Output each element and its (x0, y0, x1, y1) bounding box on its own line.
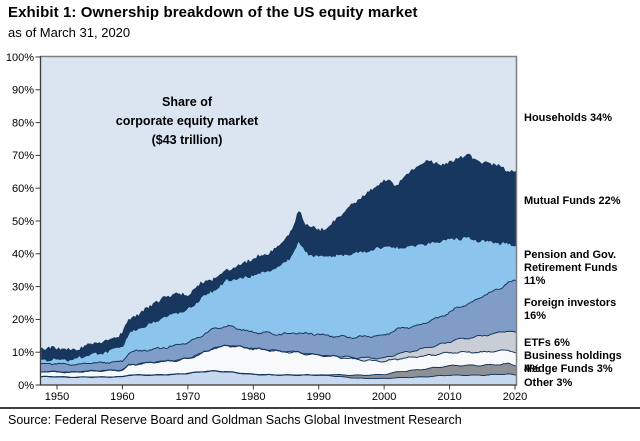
y-tick-label: 100% (6, 52, 34, 64)
x-tick-label: 1980 (241, 391, 265, 403)
stacked-area-bands (40, 153, 517, 385)
x-tick-label: 1960 (110, 391, 134, 403)
y-tick-label: 50% (12, 216, 34, 228)
chart-annotation: Share of corporate equity market ($43 tr… (115, 95, 259, 147)
x-tick-label: 2000 (372, 391, 396, 403)
y-tick-label: 20% (12, 314, 34, 326)
source-text: Source: Federal Reserve Board and Goldma… (8, 413, 462, 427)
y-tick-label: 70% (12, 150, 34, 162)
x-tick-label: 1950 (45, 391, 69, 403)
x-tick-label: 1970 (176, 391, 200, 403)
series-label-mutual-funds: Mutual Funds 22% (524, 195, 621, 207)
x-tick-label: 1990 (306, 391, 330, 403)
x-axis: 1950 1960 1970 1980 1990 2000 2010 2020 (45, 385, 527, 403)
exhibit-title: Exhibit 1: Ownership breakdown of the US… (8, 4, 418, 21)
y-axis: 0% 10% 20% 30% 40% 50% 60% 70% 80% 90% 100% (6, 52, 41, 392)
series-label-households: Households 34% (524, 112, 613, 124)
y-tick-label: 10% (12, 347, 34, 359)
y-tick-label: 40% (12, 249, 34, 261)
source-divider (0, 407, 640, 409)
y-tick-label: 0% (18, 380, 34, 392)
y-tick-label: 60% (12, 183, 34, 195)
y-tick-label: 30% (12, 281, 34, 293)
series-label-etfs: ETFs 6% (524, 337, 570, 349)
x-tick-label: 2010 (437, 391, 461, 403)
y-tick-label: 90% (12, 85, 34, 97)
series-label-hedge-funds: Hedge Funds 3% (524, 363, 613, 375)
y-tick-label: 80% (12, 117, 34, 129)
series-label-foreign-investors: Foreign investors 16% (524, 297, 617, 322)
series-label-business-holdings: Business holdings 4% (524, 350, 622, 375)
band-mutual-funds (40, 153, 517, 362)
series-label-pension-retirement-funds: Pension and Gov. Retirement Funds 11% (524, 249, 618, 287)
x-tick-label: 2020 (503, 391, 527, 403)
series-label-other: Other 3% (524, 377, 573, 389)
exhibit-subtitle: as of March 31, 2020 (8, 25, 131, 40)
